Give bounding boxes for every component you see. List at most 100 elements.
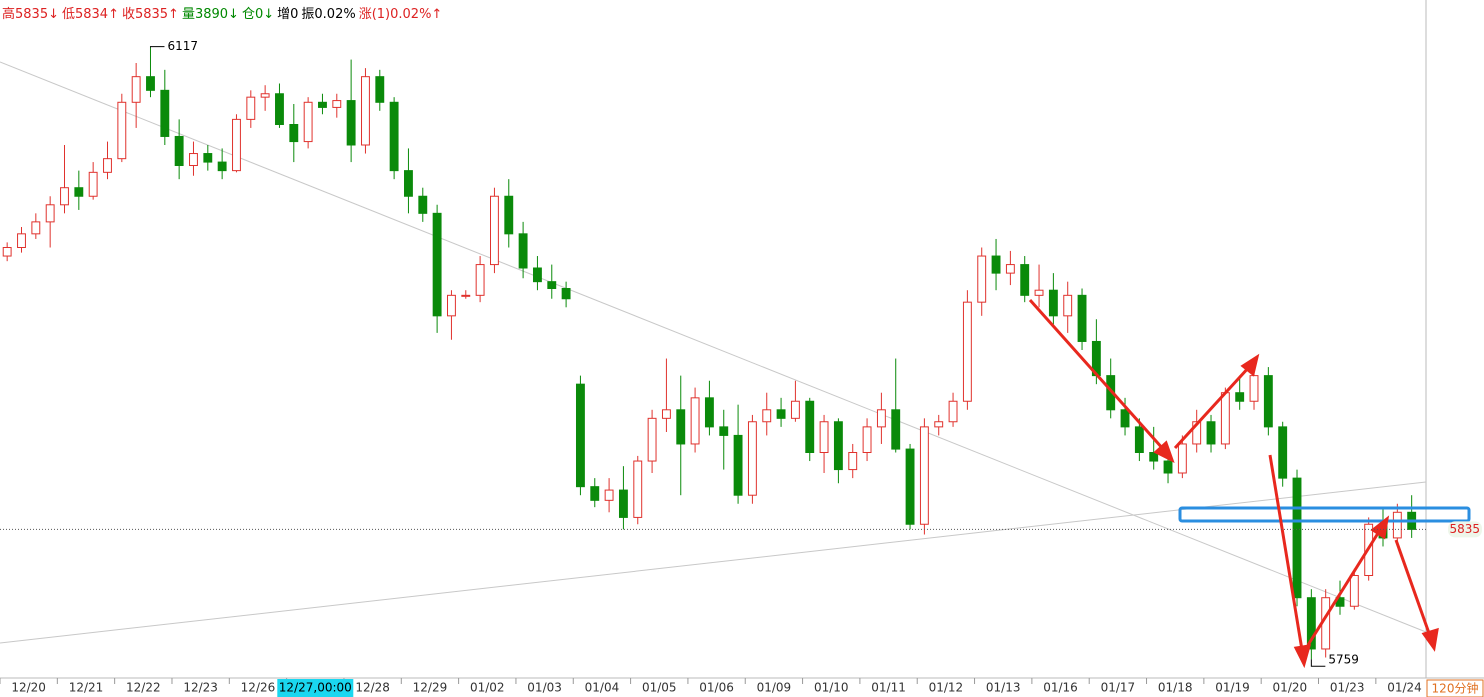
candle-body	[74, 187, 84, 197]
quote-field: 量3890↓	[181, 7, 239, 22]
candle-body	[962, 301, 972, 402]
x-tick-label: 12/21	[69, 681, 104, 695]
candle-body	[1249, 375, 1259, 402]
last-price-label: 5835	[1449, 522, 1480, 536]
candle-body	[131, 76, 141, 103]
quote-field: 振0.02%	[301, 7, 356, 22]
candle-body	[289, 124, 299, 143]
quote-field: 增0	[277, 7, 299, 22]
candle-body	[146, 76, 155, 91]
candle-body	[1235, 392, 1245, 402]
x-tick-label: 12/28	[355, 681, 390, 695]
x-tick-label: 12/26	[241, 681, 276, 695]
candle-body	[590, 486, 600, 501]
candle-body	[532, 267, 542, 283]
last-price-box	[1448, 521, 1482, 538]
candle-body	[232, 118, 241, 172]
candle-body	[418, 195, 428, 214]
max-pointer	[149, 46, 165, 48]
candle-body	[1134, 426, 1144, 453]
candle-body	[518, 233, 528, 269]
candle-body	[1020, 264, 1030, 296]
candle-body	[862, 426, 872, 453]
candle-body	[633, 460, 643, 518]
candle-body	[747, 421, 757, 496]
x-tick-label: 01/05	[642, 681, 677, 695]
candle-body	[217, 161, 227, 172]
candle-body	[1263, 375, 1273, 428]
candle-body	[1220, 392, 1230, 445]
candle-body	[2, 247, 12, 257]
candle-body	[375, 76, 385, 103]
candle-body	[246, 96, 256, 120]
x-tick-label: 01/06	[699, 681, 734, 695]
candle-body	[1163, 460, 1173, 474]
candle-body	[31, 221, 41, 235]
candle-body	[704, 397, 714, 428]
candle-body	[189, 153, 198, 167]
candle-body	[332, 100, 342, 108]
candle-body	[891, 409, 901, 450]
min-label: 5759	[1328, 653, 1359, 667]
x-tick-label: 01/20	[1273, 681, 1308, 695]
candle-body	[1077, 294, 1087, 342]
candle-body	[776, 409, 786, 419]
candle-body	[719, 426, 729, 436]
cursor-box	[277, 679, 354, 697]
arrows	[1028, 299, 1439, 669]
candle-body	[1206, 421, 1216, 445]
candle-body	[790, 400, 800, 419]
candle-body	[490, 195, 499, 266]
quote-field: 涨(1)0.02%↑	[358, 7, 443, 22]
candle-body	[1349, 575, 1359, 607]
candle-body	[1048, 289, 1058, 317]
candle-body	[318, 101, 327, 108]
candle-body	[404, 170, 413, 197]
period-box	[1426, 679, 1484, 697]
cursor-label: 12/27,00:00	[279, 681, 352, 695]
candle-body	[1120, 409, 1130, 428]
candle-body	[647, 417, 657, 462]
candle-body	[905, 448, 915, 525]
candle-body	[1177, 443, 1187, 474]
x-tick-label: 01/13	[986, 681, 1021, 695]
x-tick-label: 01/16	[1043, 681, 1078, 695]
x-tick-label: 01/17	[1101, 681, 1136, 695]
candle-body	[676, 409, 686, 445]
candle-body	[991, 255, 1001, 274]
quote-header: 高5835↓ 低5834↑ 收5835↑ 量3890↓ 仓0↓ 增0 振0.02% 涨(1)0…	[2, 3, 445, 22]
candle-body	[389, 101, 399, 172]
candle-body	[260, 93, 270, 98]
candle-body	[1278, 426, 1288, 479]
candle-body	[604, 489, 614, 501]
candle-body	[432, 212, 442, 317]
candle-body	[461, 294, 471, 297]
quote-field: 收5835↑	[121, 7, 179, 22]
candle-body	[848, 452, 858, 471]
candle-body	[60, 187, 69, 206]
candle-body	[1034, 289, 1044, 296]
candles	[2, 47, 1417, 660]
candle-body	[547, 281, 557, 289]
candle-body	[117, 101, 127, 160]
x-tick-label: 01/11	[871, 681, 906, 695]
candle-body	[1392, 511, 1402, 539]
candle-body	[17, 233, 26, 248]
x-tick-label: 01/23	[1330, 681, 1365, 695]
candle-body	[1292, 477, 1302, 599]
resistance-box	[1178, 506, 1471, 523]
x-tick-label: 01/02	[470, 681, 505, 695]
candle-body	[819, 421, 829, 453]
max-label: 6117	[167, 39, 198, 53]
quote-field: 高5835↓	[2, 7, 59, 22]
candle-body	[1063, 294, 1073, 317]
quote-field: 仓0↓	[241, 7, 275, 22]
candle-body	[618, 489, 628, 518]
candle-body	[805, 400, 815, 453]
candle-body	[833, 421, 843, 471]
candle-body	[275, 93, 284, 125]
candle-body	[561, 288, 571, 300]
candle-body	[1005, 264, 1015, 274]
